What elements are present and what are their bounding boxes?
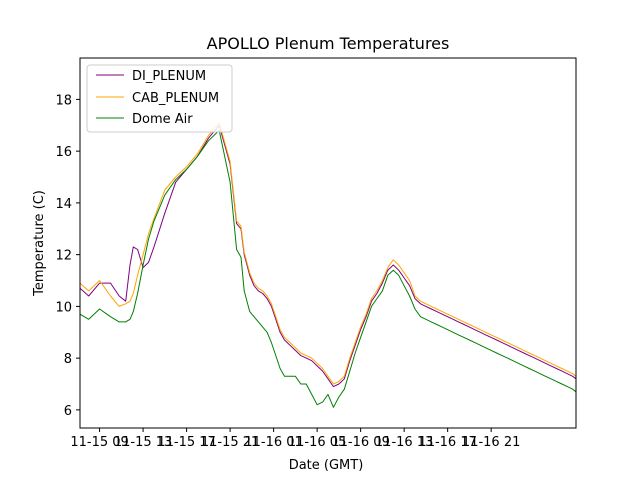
y-tick-label: 18 — [55, 93, 72, 108]
x-tick-label: 11-16 13 — [375, 435, 433, 450]
y-tick-label: 14 — [55, 197, 72, 212]
chart-title: APOLLO Plenum Temperatures — [207, 34, 450, 53]
x-tick-label: 11-15 09 — [70, 435, 128, 450]
legend-box — [86, 64, 233, 133]
series-line-cab-plenum — [79, 122, 577, 385]
legend: DI_PLENUM CAB_PLENUM Dome Air — [86, 64, 233, 133]
legend-label-di-plenum: DI_PLENUM — [132, 69, 206, 84]
x-tick-label: 11-16 21 — [462, 435, 520, 450]
legend-label-cab-plenum: CAB_PLENUM — [132, 91, 219, 106]
x-tick-label: 11-16 05 — [288, 435, 346, 450]
x-tick-label: 11-16 01 — [244, 435, 302, 450]
series-line-dome-air — [79, 129, 577, 408]
x-tick-label: 11-16 17 — [418, 435, 476, 450]
y-axis: 6 8 10 12 14 16 18 — [55, 93, 80, 419]
x-tick-label: 11-15 13 — [114, 435, 172, 450]
x-tick-label: 11-16 09 — [331, 435, 389, 450]
x-axis-label: Date (GMT) — [289, 458, 364, 473]
y-tick-label: 12 — [55, 249, 72, 264]
legend-label-dome-air: Dome Air — [132, 112, 193, 127]
y-tick-label: 16 — [55, 145, 72, 160]
plot-frame — [79, 57, 577, 429]
x-tick-label: 11-15 17 — [157, 435, 215, 450]
series-layer — [79, 122, 577, 408]
y-tick-label: 10 — [55, 300, 72, 315]
y-tick-label: 8 — [64, 352, 72, 367]
y-tick-label: 6 — [64, 404, 72, 419]
y-axis-label: Temperature (C) — [32, 190, 47, 297]
x-tick-label: 11-15 21 — [201, 435, 259, 450]
